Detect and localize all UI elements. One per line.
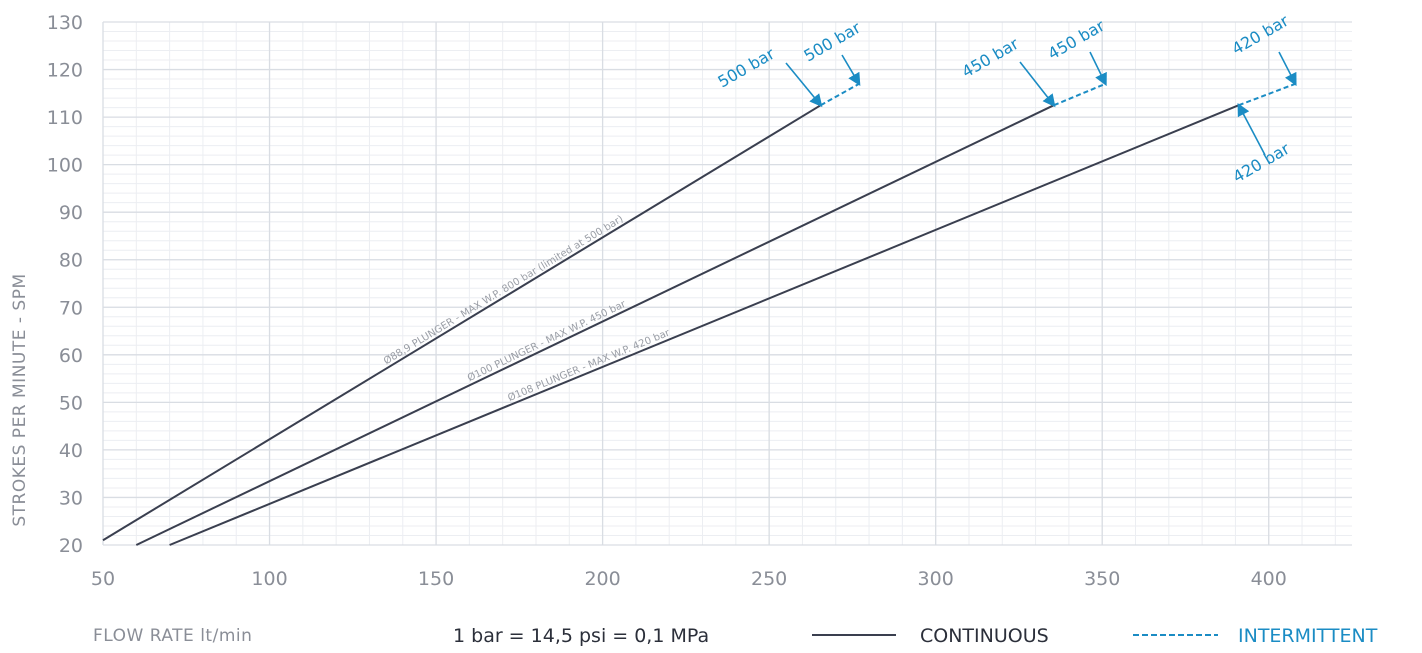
continuous-line: [169, 104, 1240, 546]
x-tick-label: 400: [1251, 568, 1287, 590]
major-grid: [102, 21, 1352, 546]
series-label: Ø88,9 PLUNGER - MAX W.P. 800 bar (limite…: [381, 213, 625, 367]
continuous-line: [102, 104, 822, 542]
y-tick-label: 120: [47, 60, 83, 82]
y-tick-label: 130: [47, 12, 83, 34]
series-lines: [102, 82, 1296, 546]
y-tick-label: 20: [59, 535, 83, 557]
x-tick-label: 100: [251, 568, 287, 590]
pressure-arrow: [841, 54, 861, 87]
pressure-arrow: [785, 62, 823, 108]
y-tick-label: 90: [59, 202, 83, 224]
x-tick-label: 50: [91, 568, 115, 590]
y-tick-label: 50: [59, 392, 83, 414]
x-tick-label: 300: [918, 568, 954, 590]
legend-continuous-label: CONTINUOUS: [920, 625, 1049, 647]
legend-intermittent-label: INTERMITTENT: [1238, 625, 1378, 647]
y-tick-label: 100: [47, 155, 83, 177]
intermittent-line: [1238, 82, 1296, 107]
y-tick-label: 30: [59, 487, 83, 509]
minor-grid: [102, 21, 1352, 546]
series-label: Ø100 PLUNGER - MAX W.P. 450 bar: [465, 298, 628, 384]
y-tick-label: 110: [47, 107, 83, 129]
pressure-label: 500 bar: [801, 18, 865, 66]
y-axis-label: STROKES PER MINUTE - SPM: [10, 273, 30, 526]
intermittent-line: [820, 82, 860, 107]
continuous-line: [135, 104, 1055, 546]
x-tick-label: 250: [751, 568, 787, 590]
x-axis-label: FLOW RATE lt/min: [93, 626, 252, 646]
x-axis-ticks: 50 100 150 200 250 300 350 400: [91, 568, 1287, 590]
x-tick-label: 350: [1084, 568, 1120, 590]
pressure-label: 450 bar: [1045, 16, 1109, 64]
x-tick-label: 150: [418, 568, 454, 590]
y-axis-ticks: 20 30 40 50 60 70 80 90 100 110 120 130: [47, 12, 83, 557]
y-tick-label: 70: [59, 297, 83, 319]
pressure-label: 420 bar: [1229, 11, 1293, 59]
pressure-arrow: [1278, 51, 1297, 87]
y-tick-label: 40: [59, 440, 83, 462]
y-tick-label: 80: [59, 250, 83, 272]
pressure-arrow: [1019, 61, 1056, 108]
pressure-arrow: [1237, 102, 1266, 156]
x-tick-label: 200: [584, 568, 620, 590]
unit-conversion-note: 1 bar = 14,5 psi = 0,1 MPa: [453, 625, 709, 647]
intermittent-line: [1053, 82, 1106, 107]
y-tick-label: 60: [59, 345, 83, 367]
pressure-arrow: [1089, 51, 1107, 87]
